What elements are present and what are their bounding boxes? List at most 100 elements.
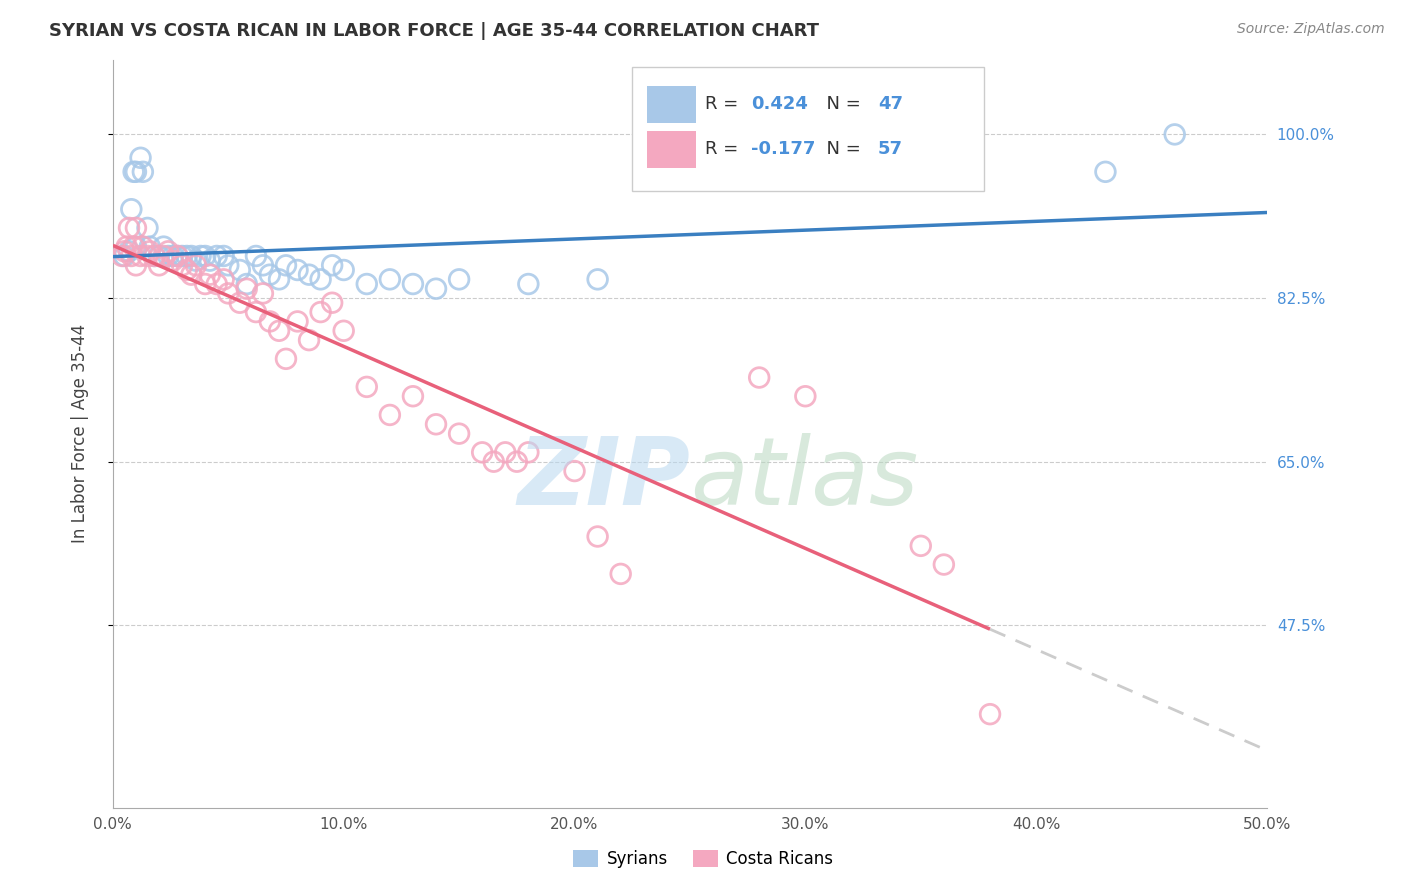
Point — [132, 165, 155, 179]
Text: N =: N = — [814, 140, 866, 159]
Point — [309, 305, 332, 319]
Point — [166, 249, 188, 263]
Point — [259, 314, 281, 328]
Point — [157, 249, 180, 263]
Point — [517, 445, 540, 459]
Point — [494, 445, 516, 459]
Point — [402, 277, 425, 291]
Point — [190, 249, 212, 263]
Text: Source: ZipAtlas.com: Source: ZipAtlas.com — [1237, 22, 1385, 37]
Point — [162, 253, 184, 268]
Point — [118, 244, 141, 259]
Point — [235, 282, 257, 296]
Point — [229, 263, 252, 277]
Point — [198, 268, 221, 282]
Point — [274, 258, 297, 272]
Point — [152, 239, 174, 253]
Point — [217, 258, 239, 272]
Point — [148, 249, 170, 263]
Point — [449, 426, 471, 441]
Point — [259, 268, 281, 282]
Legend: Syrians, Costa Ricans: Syrians, Costa Ricans — [567, 843, 839, 875]
Point — [118, 221, 141, 235]
Point — [586, 272, 609, 286]
Point — [910, 539, 932, 553]
Point — [287, 314, 309, 328]
Point — [136, 249, 159, 263]
Point — [332, 324, 354, 338]
Point — [217, 286, 239, 301]
Text: ZIP: ZIP — [517, 433, 690, 524]
Point — [152, 249, 174, 263]
Point — [112, 244, 135, 259]
Point — [267, 324, 290, 338]
Point — [125, 258, 148, 272]
Text: SYRIAN VS COSTA RICAN IN LABOR FORCE | AGE 35-44 CORRELATION CHART: SYRIAN VS COSTA RICAN IN LABOR FORCE | A… — [49, 22, 820, 40]
Point — [143, 249, 166, 263]
Point — [267, 272, 290, 286]
Point — [125, 221, 148, 235]
Point — [245, 249, 267, 263]
FancyBboxPatch shape — [633, 67, 984, 191]
Point — [378, 272, 401, 286]
Point — [180, 249, 202, 263]
Point — [564, 464, 586, 478]
Point — [425, 282, 447, 296]
Point — [252, 258, 274, 272]
Point — [356, 277, 378, 291]
Point — [979, 707, 1001, 722]
Point — [139, 239, 162, 253]
Point — [176, 249, 198, 263]
Point — [229, 295, 252, 310]
Point — [321, 258, 343, 272]
Point — [122, 165, 145, 179]
Point — [1094, 165, 1116, 179]
Point — [309, 272, 332, 286]
Point — [162, 249, 184, 263]
Point — [136, 221, 159, 235]
Point — [176, 263, 198, 277]
Point — [148, 258, 170, 272]
Point — [378, 408, 401, 422]
Point — [180, 268, 202, 282]
Point — [125, 239, 148, 253]
Point — [794, 389, 817, 403]
Point — [205, 249, 228, 263]
Point — [449, 272, 471, 286]
Y-axis label: In Labor Force | Age 35-44: In Labor Force | Age 35-44 — [72, 324, 89, 543]
Point — [143, 249, 166, 263]
Point — [425, 417, 447, 432]
Point — [298, 268, 321, 282]
Point — [132, 239, 155, 253]
Text: atlas: atlas — [690, 433, 918, 524]
Point — [129, 249, 152, 263]
Point — [402, 389, 425, 403]
Point — [586, 529, 609, 543]
Point — [194, 277, 217, 291]
Point — [157, 244, 180, 259]
Point — [139, 244, 162, 259]
Point — [1163, 128, 1185, 142]
Text: R =: R = — [704, 95, 744, 113]
Text: N =: N = — [814, 95, 866, 113]
Point — [194, 249, 217, 263]
Point — [120, 249, 142, 263]
Point — [274, 351, 297, 366]
Point — [129, 151, 152, 165]
Point — [212, 272, 235, 286]
Point — [184, 253, 207, 268]
Point — [321, 295, 343, 310]
Point — [205, 277, 228, 291]
Point — [235, 277, 257, 291]
Text: 57: 57 — [879, 140, 903, 159]
Point — [125, 165, 148, 179]
Point — [115, 239, 138, 253]
Point — [517, 277, 540, 291]
Point — [471, 445, 494, 459]
FancyBboxPatch shape — [647, 131, 696, 168]
Point — [506, 455, 529, 469]
Point — [184, 258, 207, 272]
Point — [298, 333, 321, 347]
Point — [482, 455, 505, 469]
Point — [356, 380, 378, 394]
